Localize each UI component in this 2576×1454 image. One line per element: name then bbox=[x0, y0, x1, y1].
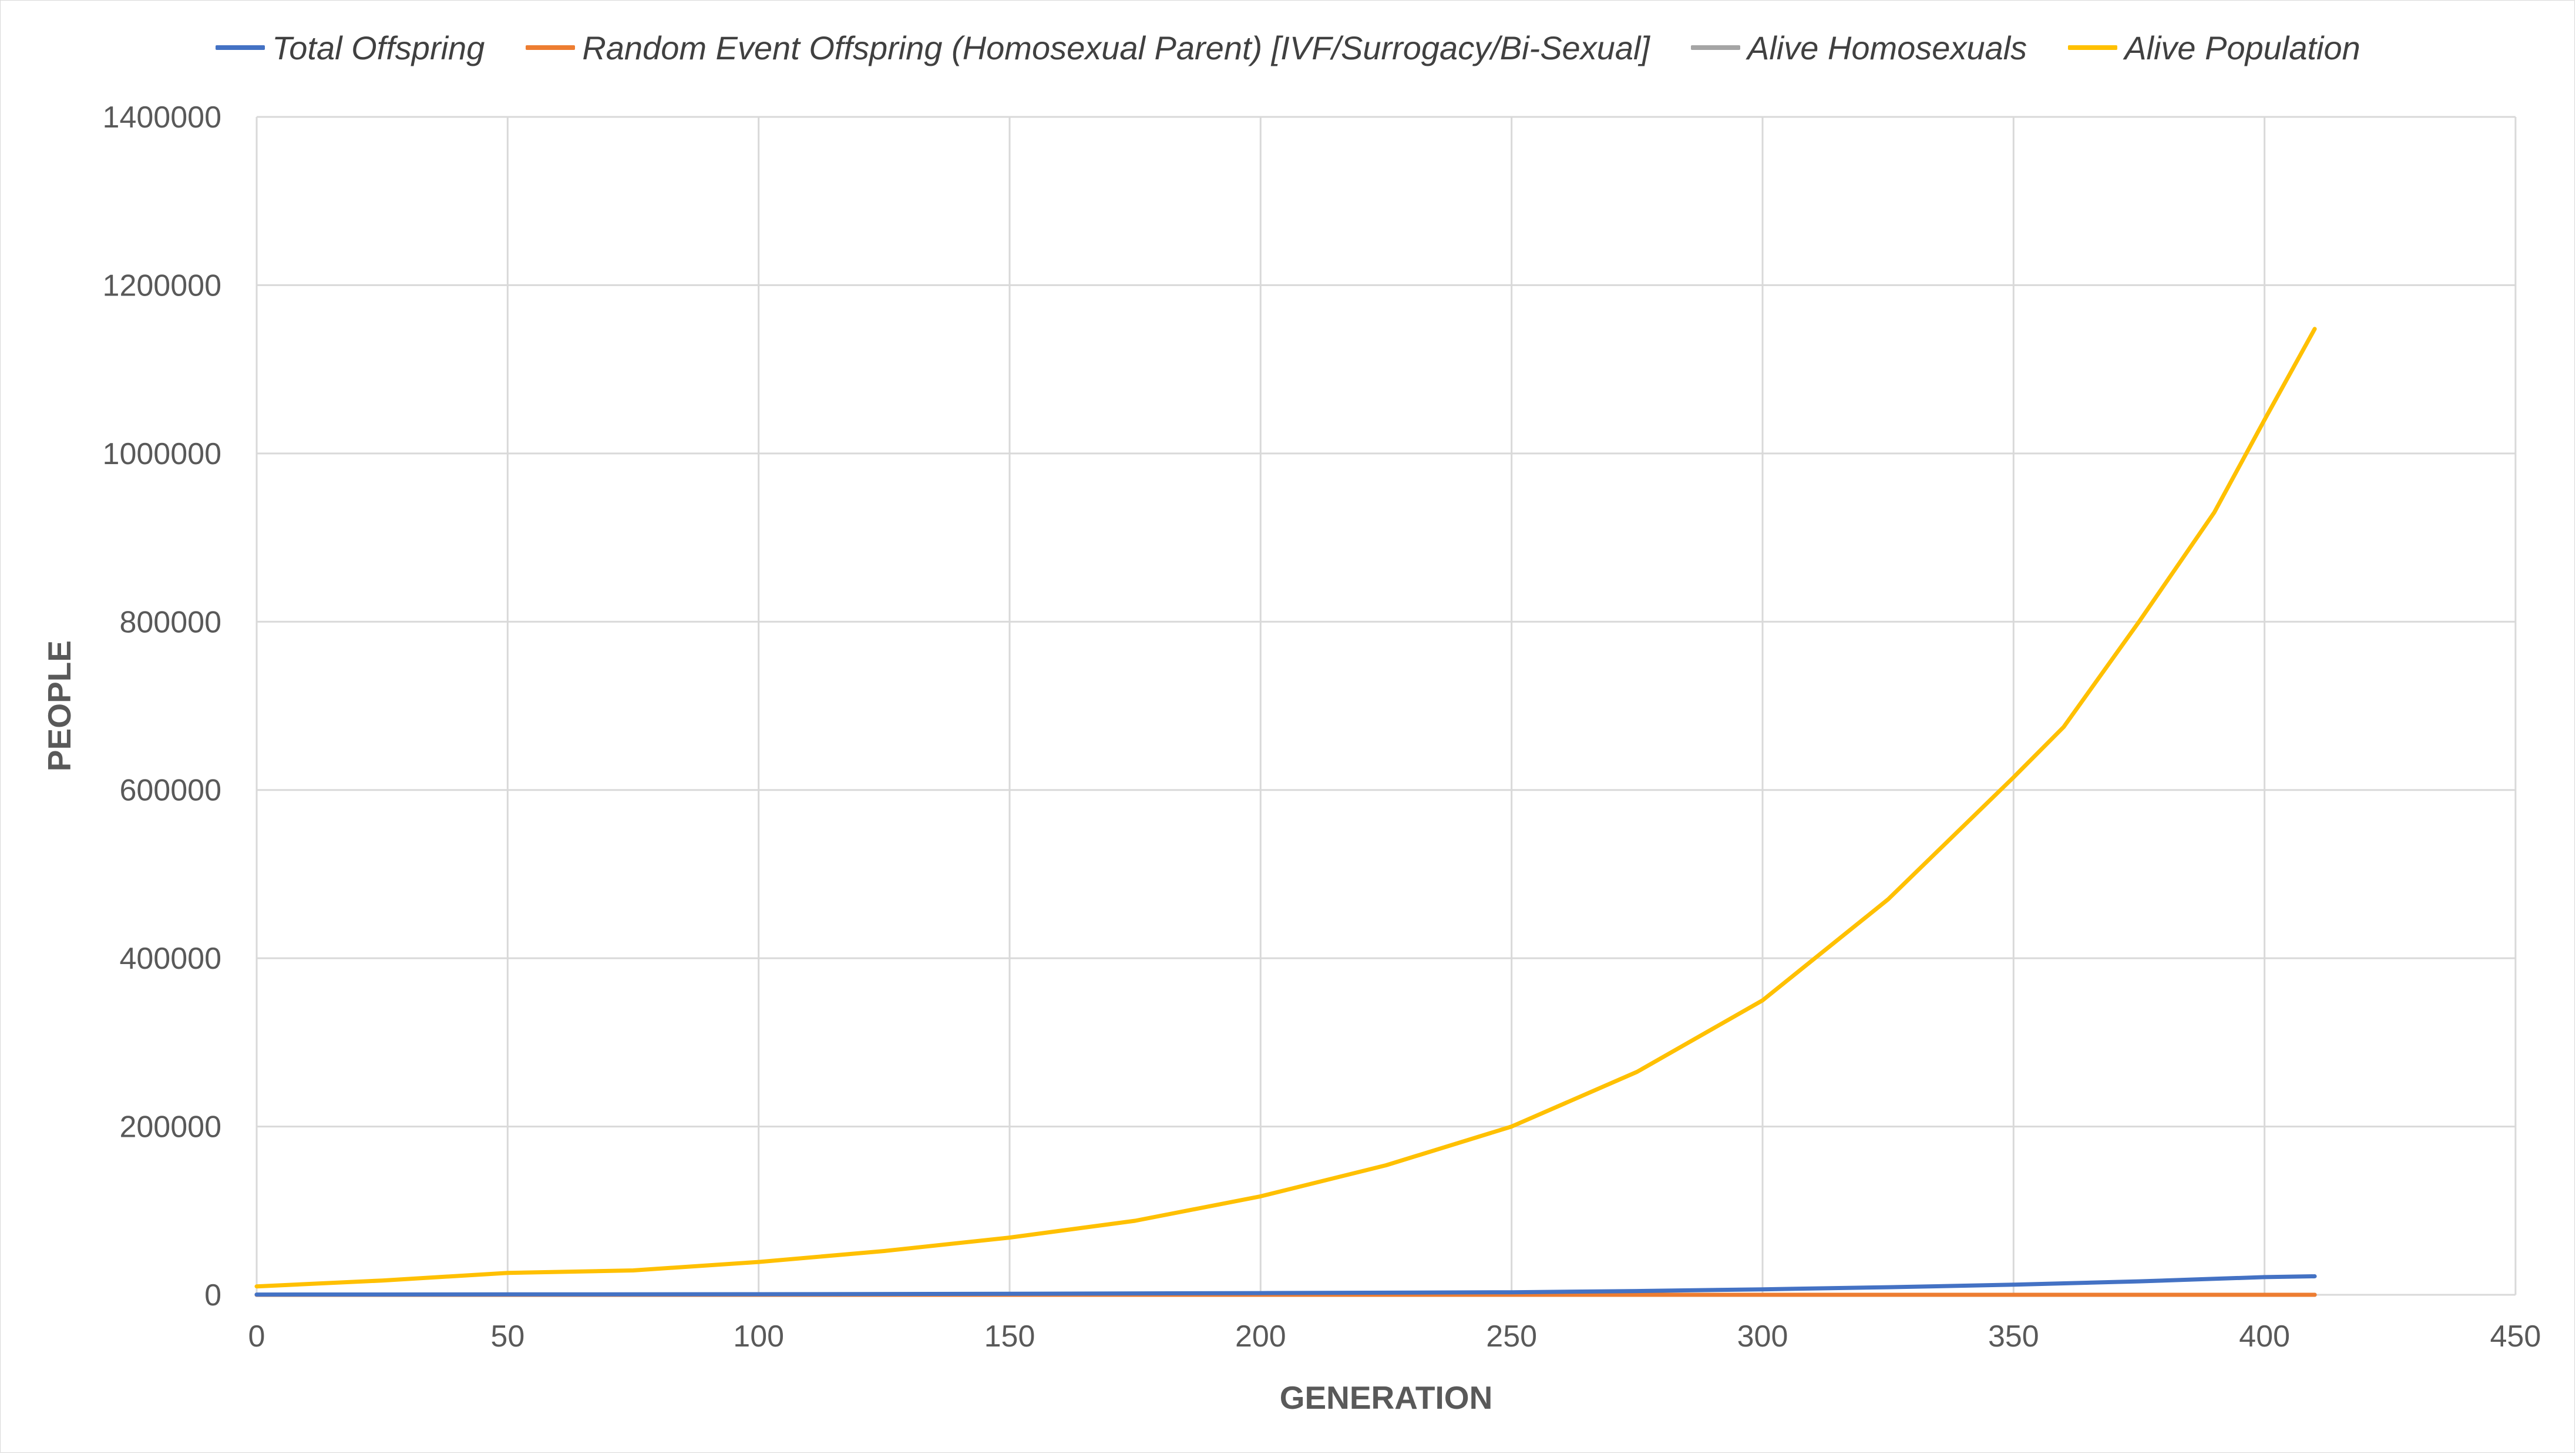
x-tick-label: 400 bbox=[2239, 1319, 2290, 1354]
x-tick-label: 450 bbox=[2490, 1319, 2541, 1354]
x-tick-label: 300 bbox=[1737, 1319, 1788, 1354]
legend-swatch bbox=[216, 45, 265, 50]
y-tick-label: 0 bbox=[204, 1278, 221, 1312]
legend-label: Total Offspring bbox=[272, 29, 485, 66]
legend-label: Alive Homosexuals bbox=[1747, 29, 2027, 66]
y-tick-label: 1400000 bbox=[103, 100, 221, 135]
x-tick-label: 50 bbox=[490, 1319, 524, 1354]
y-tick-label: 1000000 bbox=[103, 437, 221, 471]
series-lines bbox=[254, 327, 2317, 1297]
x-tick-labels: 0 50 100 150 200 250 300 350 400 450 bbox=[248, 1319, 2541, 1354]
legend-swatch bbox=[1690, 45, 1740, 50]
legend-item: Alive Population bbox=[2068, 29, 2360, 67]
legend-swatch bbox=[2068, 45, 2118, 50]
legend-item: Total Offspring bbox=[216, 29, 485, 67]
x-tick-label: 350 bbox=[1988, 1319, 2039, 1354]
alive-population-line bbox=[254, 327, 2317, 1289]
y-tick-label: 400000 bbox=[119, 942, 221, 976]
legend-label: Random Event Offspring (Homosexual Paren… bbox=[582, 29, 1650, 66]
x-tick-label: 150 bbox=[984, 1319, 1035, 1354]
x-tick-label: 200 bbox=[1235, 1319, 1286, 1354]
x-tick-label: 0 bbox=[248, 1319, 265, 1354]
x-axis-title: GENERATION bbox=[1280, 1379, 1493, 1416]
y-tick-label: 200000 bbox=[119, 1110, 221, 1144]
legend-item: Random Event Offspring (Homosexual Paren… bbox=[526, 29, 1650, 67]
legend: Total Offspring Random Event Offspring (H… bbox=[0, 21, 2576, 74]
x-tick-label: 100 bbox=[733, 1319, 784, 1354]
legend-label: Alive Population bbox=[2124, 29, 2360, 66]
y-tick-label: 1200000 bbox=[103, 268, 221, 303]
y-tick-label: 600000 bbox=[119, 774, 221, 808]
total-offspring-line bbox=[254, 1274, 2317, 1297]
legend-item: Alive Homosexuals bbox=[1690, 29, 2027, 67]
gridlines bbox=[255, 116, 2517, 1296]
y-tick-labels: 0 200000 400000 600000 800000 1000000 1200000 1… bbox=[103, 100, 221, 1312]
y-tick-label: 800000 bbox=[119, 605, 221, 639]
y-axis-title: PEOPLE bbox=[41, 640, 78, 771]
x-tick-label: 250 bbox=[1486, 1319, 1537, 1354]
legend-swatch bbox=[526, 45, 576, 50]
